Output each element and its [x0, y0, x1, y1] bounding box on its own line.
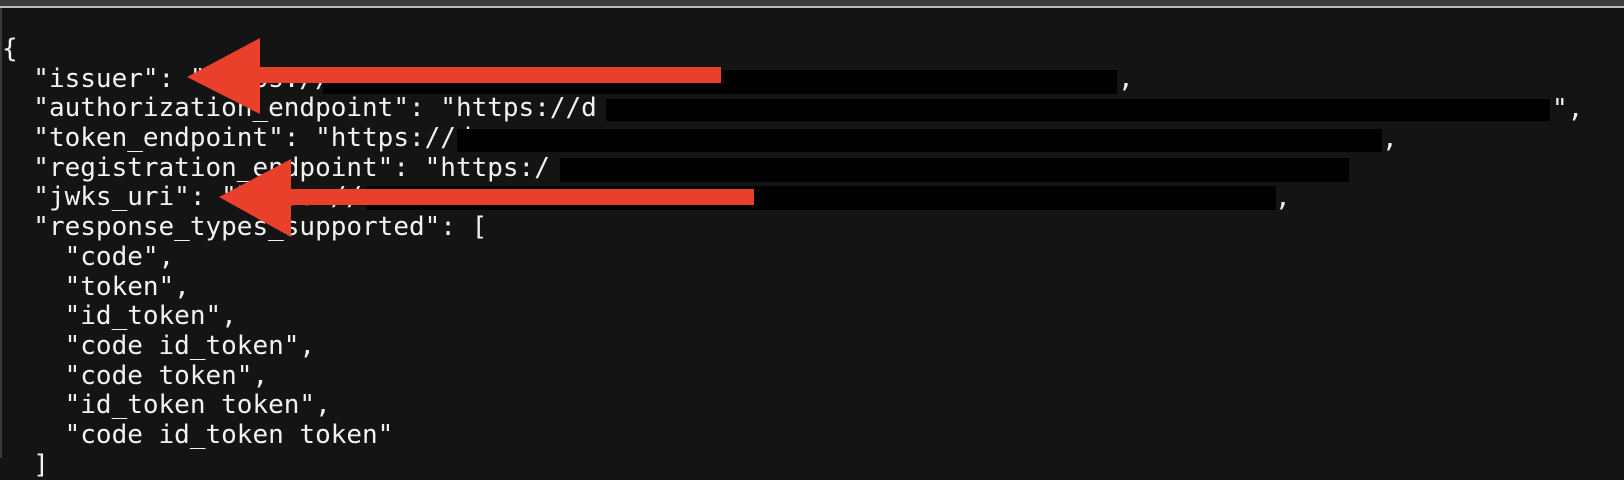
json-line-response-types: "response_types_supported": [ — [2, 212, 488, 243]
json-line-token-endpoint: "token_endpoint": "https://d — [2, 123, 472, 154]
authorization-line-end: ", — [1552, 94, 1584, 124]
arrow-jwks-uri-icon — [219, 159, 754, 237]
issuer-line-end: , — [1118, 64, 1134, 94]
json-open-brace: { — [2, 34, 18, 64]
arrow-issuer-icon — [187, 38, 721, 114]
json-array-item: "code", — [2, 241, 175, 272]
json-array-item: "id_token token", — [2, 390, 331, 421]
token-line-end: , — [1382, 124, 1398, 154]
jwks-line-end: , — [1275, 183, 1291, 213]
json-array-item: "code token", — [2, 360, 269, 391]
annotation-arrows — [187, 38, 754, 237]
json-line-registration-endpoint: "registration_endpoint": "https:/ — [33, 152, 550, 183]
json-array-item: "token", — [2, 271, 190, 302]
terminal-output: { "issuer": "https:// "authorization_end… — [2, 34, 597, 480]
window-title-bar — [0, 0, 1624, 6]
json-array-item: "code id_token token" — [2, 419, 394, 450]
json-array-item: "code id_token", — [2, 330, 316, 361]
redaction-registration-url — [560, 158, 1349, 182]
window-left-border — [0, 8, 2, 458]
title-bar-divider — [0, 6, 1624, 8]
redaction-authorization-url — [606, 99, 1550, 121]
json-line-authorization-endpoint: "authorization_endpoint": "https://d — [2, 93, 597, 124]
redaction-token-url — [457, 129, 1382, 152]
json-array-item: "id_token", — [2, 301, 237, 332]
